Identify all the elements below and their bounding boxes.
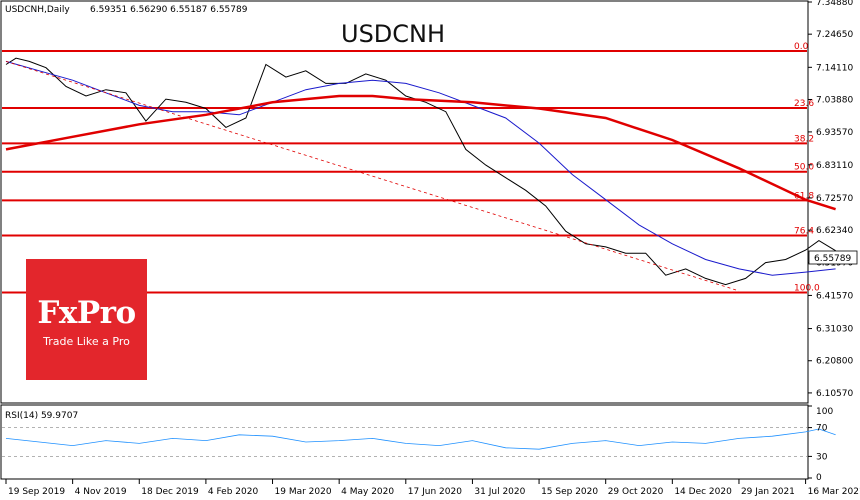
price-tick-label-6: 6.72570 (816, 194, 853, 204)
price-tick-label-2: 7.14110 (816, 63, 853, 73)
fxpro-logo: FxPro Trade Like a Pro (26, 259, 147, 380)
time-tick-label-8: 15 Sep 2020 (541, 487, 598, 497)
series-layer (5, 57, 836, 292)
price-tick-label-12: 6.10570 (816, 389, 853, 399)
time-tick-label-6: 17 Jun 2020 (408, 487, 462, 497)
rsi-tick-label-2: 30 (816, 452, 828, 462)
series-trendline (5, 61, 740, 292)
time-axis: 19 Sep 2019 4 Nov 2019 18 Dec 2019 4 Feb 20… (5, 479, 860, 497)
time-tick-label-7: 31 Jul 2020 (474, 487, 525, 497)
fib-label-1: 23.6 (794, 99, 814, 109)
price-tick-label-5: 6.83110 (816, 161, 853, 171)
time-tick-label-3: 4 Feb 2020 (208, 487, 259, 497)
price-tick-label-3: 7.03880 (816, 95, 853, 105)
series-ma_fast (5, 60, 836, 276)
fib-label-0: 0.0 (794, 42, 809, 52)
time-tick-label-9: 29 Oct 2020 (608, 487, 664, 497)
rsi-tick-label-0: 100 (816, 407, 833, 417)
price-tick-label-0: 7.34880 (816, 0, 853, 8)
current-price-label: 6.55789 (814, 254, 851, 264)
fib-label-4: 61.8 (794, 191, 814, 201)
series-ma_slow (5, 94, 836, 211)
rsi-tick-label-3: 0 (816, 473, 822, 483)
price-tick-label-7: 6.62340 (816, 226, 853, 236)
price-tick-label-9: 6.41570 (816, 291, 853, 301)
fib-label-6: 100.0 (794, 284, 820, 294)
fib-label-5: 76.4 (794, 227, 814, 237)
time-tick-label-12: 16 Mar 2021 (808, 487, 860, 497)
time-tick-label-5: 4 May 2020 (341, 487, 394, 497)
rsi-layer (2, 427, 836, 457)
time-tick-label-11: 29 Jan 2021 (741, 487, 795, 497)
fib-label-3: 50.0 (794, 163, 814, 173)
symbol-period-label: USDCNH,Daily (5, 5, 70, 15)
price-axis: 7.34880 7.24650 7.14110 7.03880 6.93570 6.831… (808, 0, 853, 399)
ohlc-readout: 6.59351 6.56290 6.55187 6.55789 (90, 5, 248, 15)
current-price-marker: 6.55789 (808, 250, 858, 265)
price-tick-label-11: 6.20800 (816, 357, 853, 367)
rsi-label: RSI(14) 59.9707 (5, 411, 78, 421)
time-tick-label-10: 14 Dec 2020 (674, 487, 732, 497)
fib-label-2: 38.2 (794, 134, 814, 144)
logo-brand-name: FxPro (37, 295, 136, 331)
rsi-axis: 100 70 30 0 (808, 405, 833, 483)
time-tick-label-0: 19 Sep 2019 (8, 487, 65, 497)
rsi-tick-label-1: 70 (816, 424, 828, 434)
price-tick-label-1: 7.24650 (816, 30, 853, 40)
rsi-line (5, 428, 836, 450)
time-tick-label-1: 4 Nov 2019 (75, 487, 127, 497)
logo-tagline: Trade Like a Pro (43, 335, 130, 348)
chart-title: USDCNH (341, 20, 445, 48)
time-tick-label-4: 19 Mar 2020 (275, 487, 332, 497)
price-tick-label-10: 6.31030 (816, 325, 853, 335)
time-tick-label-2: 18 Dec 2019 (141, 487, 199, 497)
price-tick-label-4: 6.93570 (816, 128, 853, 138)
